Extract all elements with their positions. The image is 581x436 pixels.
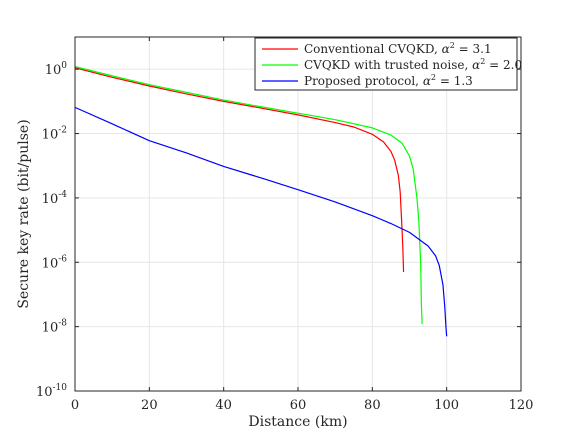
x-tick-label: 80 (364, 398, 381, 413)
y-tick-label: 100 (45, 61, 68, 78)
x-tick-label: 20 (141, 398, 158, 413)
x-axis-label: Distance (km) (248, 414, 347, 430)
x-tick-label: 60 (290, 398, 307, 413)
ticks (74, 37, 522, 392)
x-tick-labels: 0 20 40 60 80 100 120 (71, 398, 534, 413)
series-lines (74, 66, 448, 337)
y-tick-label: 10-10 (36, 383, 67, 400)
legend-box (254, 37, 518, 91)
x-tick-label: 100 (434, 398, 459, 413)
y-tick-labels: 10-10 10-8 10-6 10-4 10-2 100 (36, 61, 67, 400)
y-axis-label: Secure key rate (bit/pulse) (16, 119, 32, 308)
legend-label-2: CVQKD with trusted noise, α2 = 2.0 (304, 57, 522, 72)
y-tick-label: 10-6 (42, 254, 68, 271)
x-tick-label: 40 (215, 398, 232, 413)
y-tick-label: 10-8 (42, 319, 68, 336)
series-line-2 (74, 66, 423, 325)
x-tick-label: 120 (509, 398, 534, 413)
legend-label-3: Proposed protocol, α2 = 1.3 (304, 73, 473, 88)
y-tick-label: 10-4 (42, 190, 68, 207)
x-tick-label: 0 (71, 398, 79, 413)
y-tick-label: 10-2 (42, 126, 67, 143)
legend-label-1: Conventional CVQKD, α2 = 3.1 (304, 41, 492, 56)
series-line-1 (74, 67, 405, 272)
series-line-3 (74, 106, 448, 337)
